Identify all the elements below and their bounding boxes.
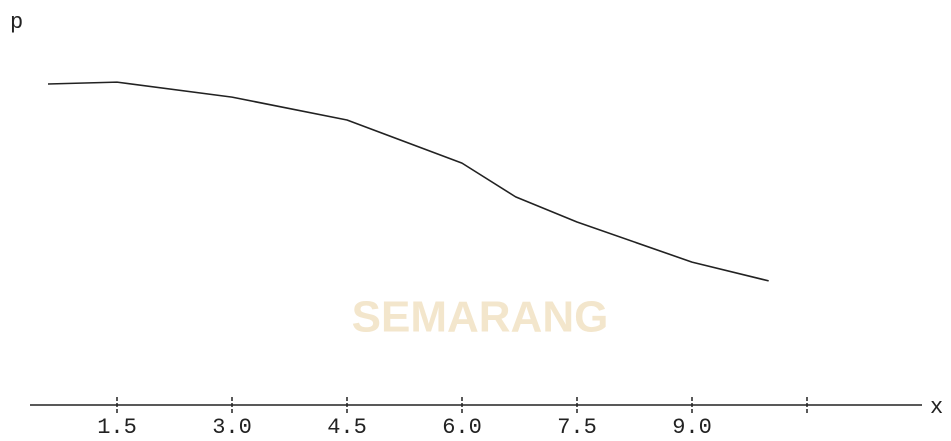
y-axis-label: p (10, 10, 23, 35)
chart: SEMARANG p x 1.5 3.0 4.5 6.0 7.5 9.0 (0, 0, 951, 441)
x-tick-label: 3.0 (212, 415, 252, 440)
x-tick-label: 6.0 (442, 415, 482, 440)
watermark: SEMARANG (352, 293, 609, 342)
x-tick-label: 9.0 (672, 415, 712, 440)
x-tick-label: 7.5 (557, 415, 597, 440)
x-tick-label: 1.5 (97, 415, 137, 440)
x-axis-label: x (930, 395, 943, 420)
data-line (48, 82, 769, 281)
x-tick-label: 4.5 (327, 415, 367, 440)
